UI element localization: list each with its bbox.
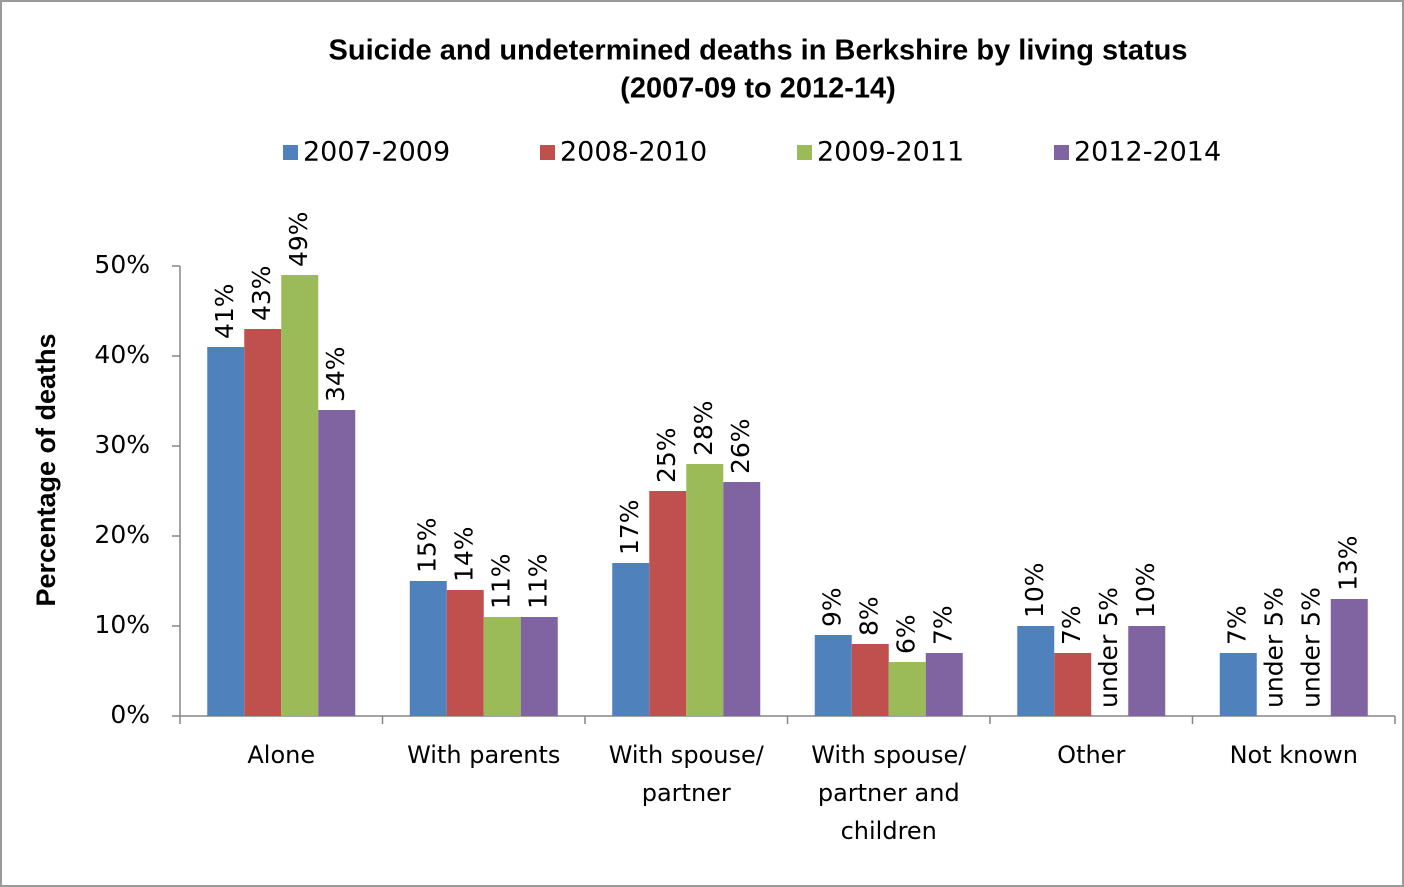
bar: [207, 347, 245, 716]
data-label: 11%: [486, 553, 515, 609]
data-label: 13%: [1333, 535, 1362, 591]
legend-label: 2007-2009: [303, 137, 450, 168]
y-tick-label: 20%: [94, 520, 150, 549]
bar: [814, 635, 852, 716]
x-tick-label: With spouse/ partner: [608, 741, 764, 807]
legend-label: 2009-2011: [817, 137, 964, 168]
data-label: under 5%: [1296, 587, 1325, 708]
y-tick-label: 0%: [110, 700, 150, 729]
bar: [520, 617, 558, 716]
bar: [1017, 626, 1055, 716]
legend-swatch: [283, 145, 298, 160]
y-tick-label: 10%: [94, 610, 150, 639]
data-label: 6%: [891, 614, 920, 654]
chart-subtitle: (2007-09 to 2012-14): [620, 73, 896, 105]
data-label: 14%: [449, 526, 478, 582]
legend-swatch: [797, 145, 812, 160]
data-label: 26%: [726, 418, 755, 474]
legend-swatch: [540, 145, 555, 160]
bar: [446, 590, 484, 716]
data-label: 17%: [615, 499, 644, 555]
bar: [1330, 599, 1368, 716]
data-label: 7%: [1222, 605, 1251, 645]
legend-label: 2012-2014: [1074, 137, 1221, 168]
data-label: 49%: [284, 211, 313, 267]
bar: [686, 464, 724, 716]
y-tick-label: 40%: [94, 340, 150, 369]
x-tick-label: Not known: [1229, 741, 1358, 769]
data-label: 28%: [689, 400, 718, 456]
data-label: under 5%: [1094, 587, 1123, 708]
bar: [1054, 653, 1092, 716]
data-label: 25%: [652, 427, 681, 483]
data-label: 10%: [1020, 562, 1049, 618]
chart-title: Suicide and undetermined deaths in Berks…: [329, 35, 1188, 67]
data-label: 34%: [321, 346, 350, 402]
x-tick-label: With parents: [407, 741, 561, 769]
bar: [649, 491, 687, 716]
data-label: 43%: [247, 265, 276, 321]
y-axis-label: Percentage of deaths: [31, 333, 61, 606]
data-label: 9%: [817, 587, 846, 627]
x-tick-label: Alone: [247, 741, 316, 769]
bar: [483, 617, 521, 716]
bar: [1219, 653, 1257, 716]
legend-swatch: [1054, 145, 1069, 160]
bar: [925, 653, 963, 716]
x-tick-label: Other: [1057, 741, 1126, 769]
bar: [409, 581, 447, 716]
data-label: 7%: [928, 605, 957, 645]
data-label: 11%: [523, 553, 552, 609]
bar: [851, 644, 889, 716]
bar: [281, 275, 319, 716]
legend-label: 2008-2010: [560, 137, 707, 168]
bar: [1128, 626, 1166, 716]
data-label: 10%: [1131, 562, 1160, 618]
data-label: under 5%: [1259, 587, 1288, 708]
bar: [888, 662, 926, 716]
bar: [318, 410, 356, 716]
data-label: 8%: [854, 596, 883, 636]
y-tick-label: 30%: [94, 430, 150, 459]
bar: [244, 329, 282, 716]
data-label: 7%: [1057, 605, 1086, 645]
data-label: 41%: [210, 283, 239, 339]
bar: [612, 563, 650, 716]
x-tick-label: With spouse/ partner and children: [811, 741, 967, 845]
y-tick-label: 50%: [94, 250, 150, 279]
bar: [723, 482, 761, 716]
data-label: 15%: [412, 517, 441, 573]
